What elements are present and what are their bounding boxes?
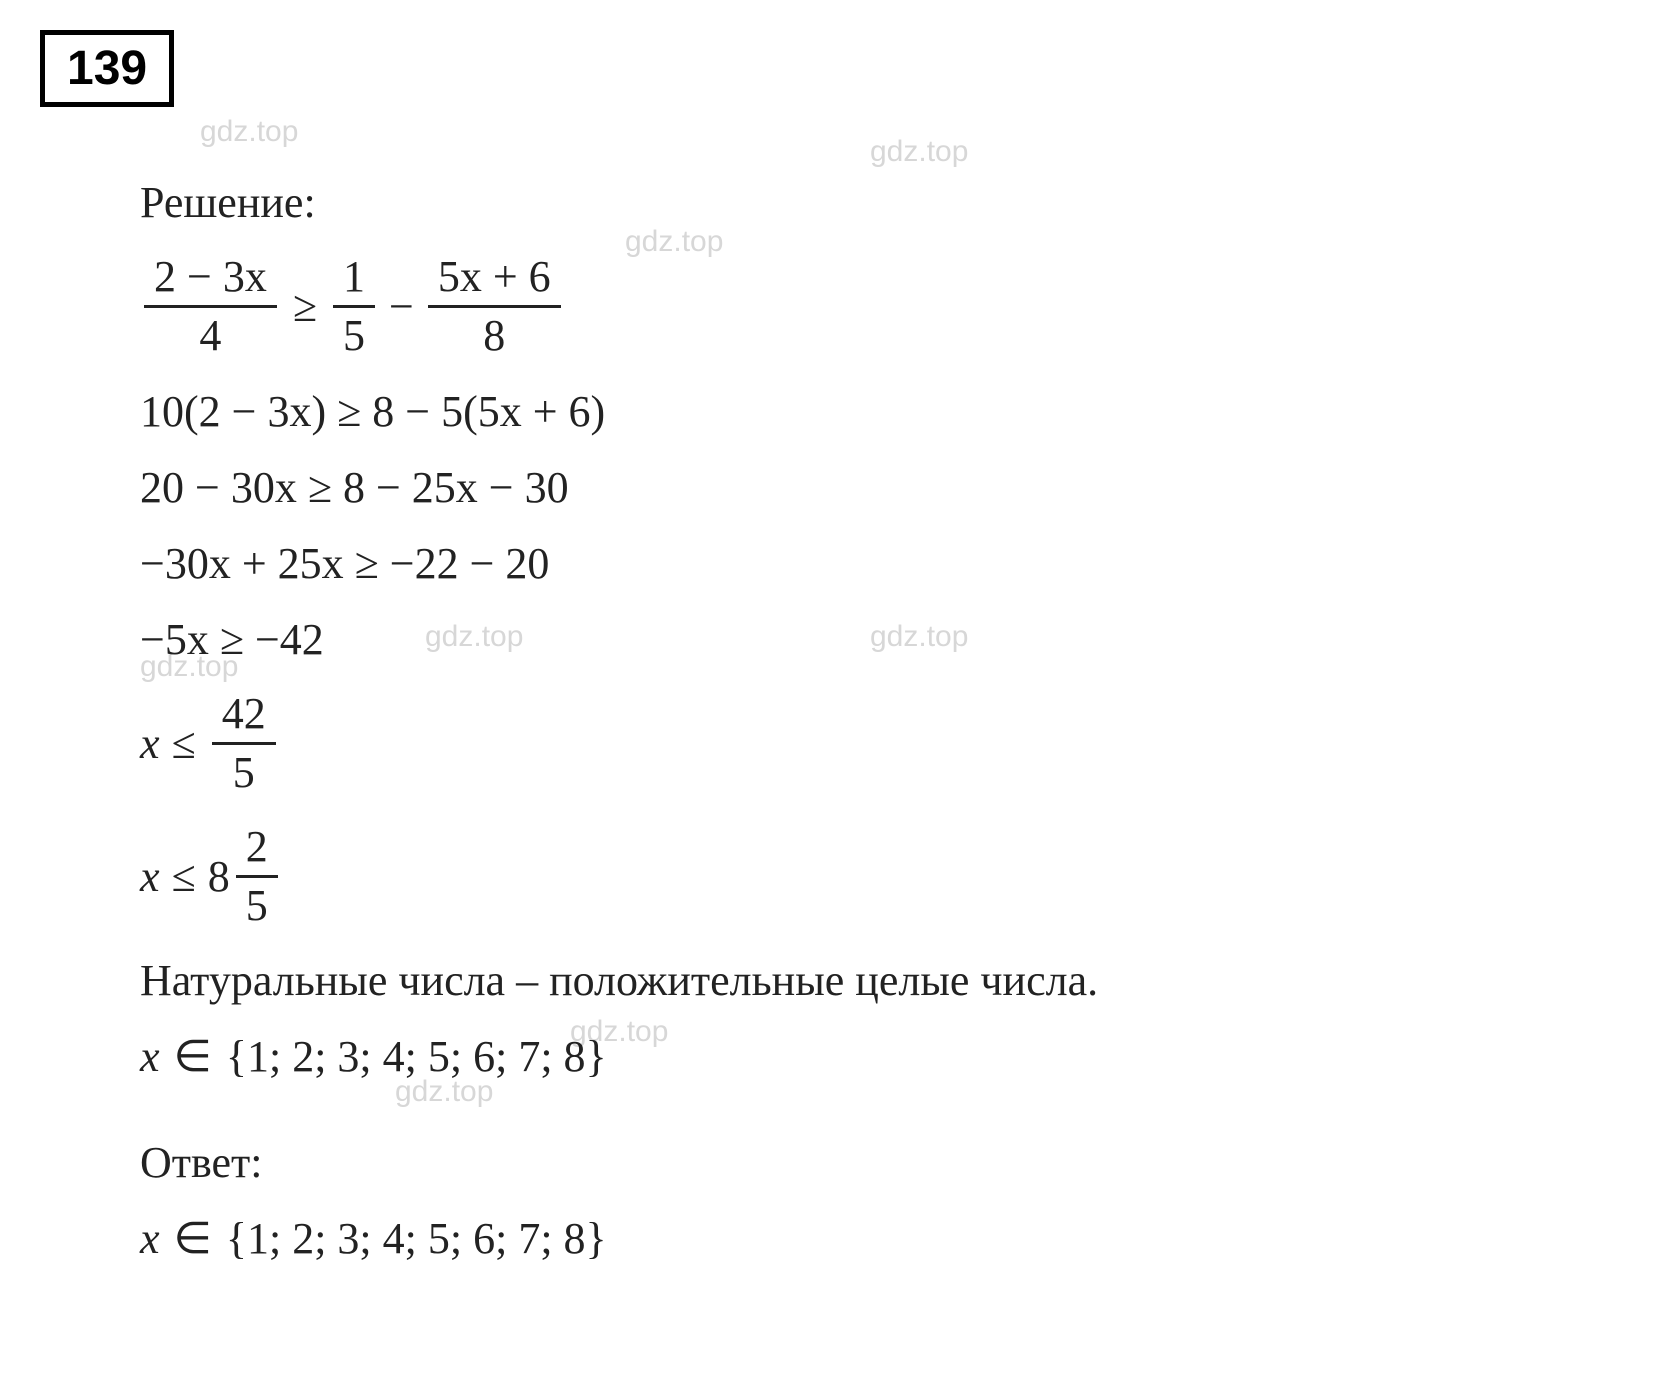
in-sign-2: ∈ xyxy=(174,1213,212,1264)
step5-x: x xyxy=(140,718,160,769)
step-4: −5x ≥ −42 xyxy=(140,614,1627,665)
step6-denominator: 5 xyxy=(236,878,278,930)
step5-denominator: 5 xyxy=(223,745,265,797)
lhs-numerator: 2 − 3x xyxy=(144,253,277,308)
step-1: 10(2 − 3x) ≥ 8 − 5(5x + 6) xyxy=(140,386,1627,437)
step2-text: 20 − 30x ≥ 8 − 25x − 30 xyxy=(140,462,569,513)
set2-values: {1; 2; 3; 4; 5; 6; 7; 8} xyxy=(226,1213,607,1264)
step1-text: 10(2 − 3x) ≥ 8 − 5(5x + 6) xyxy=(140,386,605,437)
natural-numbers-text: Натуральные числа – положительные целые … xyxy=(140,955,1627,1006)
lhs-denominator: 4 xyxy=(189,308,231,360)
step6-x: x xyxy=(140,851,160,902)
minus-sign: − xyxy=(389,281,414,332)
step5-fraction: 42 5 xyxy=(212,690,276,798)
step5-numerator: 42 xyxy=(212,690,276,745)
rhs1-numerator: 1 xyxy=(333,253,375,308)
rhs2-numerator: 5x + 6 xyxy=(428,253,561,308)
solution-set-1: x ∈ {1; 2; 3; 4; 5; 6; 7; 8} xyxy=(140,1031,1627,1082)
solution-content: Решение: 2 − 3x 4 ≥ 1 5 − 5x + 6 8 10(2 … xyxy=(140,177,1627,1264)
step4-text: −5x ≥ −42 xyxy=(140,614,324,665)
lhs-fraction: 2 − 3x 4 xyxy=(144,253,277,361)
step3-text: −30x + 25x ≥ −22 − 20 xyxy=(140,538,549,589)
step6-fraction: 2 5 xyxy=(236,823,278,931)
step-3: −30x + 25x ≥ −22 − 20 xyxy=(140,538,1627,589)
set2-x: x xyxy=(140,1213,160,1264)
rhs2-num-text: 5x + 6 xyxy=(438,252,551,301)
step-6: x ≤ 8 2 5 xyxy=(140,823,1627,931)
rhs2-denominator: 8 xyxy=(473,308,515,360)
step-2: 20 − 30x ≥ 8 − 25x − 30 xyxy=(140,462,1627,513)
step6-whole: 8 xyxy=(208,851,230,902)
rhs-fraction-1: 1 5 xyxy=(333,253,375,361)
answer-label: Ответ: xyxy=(140,1137,1627,1188)
solution-label: Решение: xyxy=(140,177,1627,228)
solution-set-2: x ∈ {1; 2; 3; 4; 5; 6; 7; 8} xyxy=(140,1213,1627,1264)
step6-numerator: 2 xyxy=(236,823,278,878)
step6-mixed-fraction: 8 2 5 xyxy=(208,823,282,931)
inequality-original: 2 − 3x 4 ≥ 1 5 − 5x + 6 8 xyxy=(140,253,1627,361)
ge-sign: ≥ xyxy=(293,281,317,332)
rhs1-denominator: 5 xyxy=(333,308,375,360)
le-sign-2: ≤ xyxy=(172,851,196,902)
problem-number: 139 xyxy=(40,30,174,107)
watermark: gdz.top xyxy=(870,135,968,169)
le-sign-1: ≤ xyxy=(172,718,196,769)
watermark: gdz.top xyxy=(200,115,298,149)
lhs-num-text: 2 − 3x xyxy=(154,252,267,301)
in-sign-1: ∈ xyxy=(174,1031,212,1082)
step-5: x ≤ 42 5 xyxy=(140,690,1627,798)
set1-values: {1; 2; 3; 4; 5; 6; 7; 8} xyxy=(226,1031,607,1082)
rhs-fraction-2: 5x + 6 8 xyxy=(428,253,561,361)
set1-x: x xyxy=(140,1031,160,1082)
